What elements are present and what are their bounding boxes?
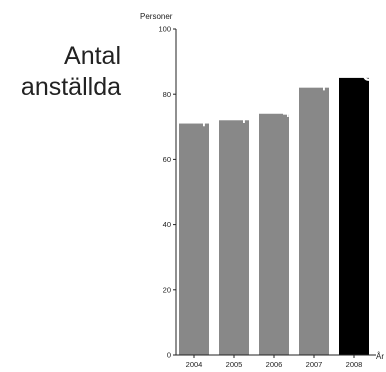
chart-title-line1: Antal [64, 42, 121, 70]
x-tick-label: 2008 [346, 360, 363, 369]
bar-2008 [339, 77, 369, 356]
x-axis-label: År [376, 352, 384, 361]
x-tick-label: 2007 [306, 360, 323, 369]
y-axis: 0 20 40 60 80 100 [158, 25, 177, 360]
x-tick-label: 2004 [186, 360, 203, 369]
y-axis-label: Personer [140, 12, 173, 21]
y-tick-label: 0 [167, 351, 171, 360]
chart-title-line2: anställda [21, 73, 121, 101]
bar-2004 [179, 123, 209, 355]
x-tick-label: 2006 [266, 360, 283, 369]
y-tick-label: 20 [163, 285, 171, 294]
y-tick-label: 60 [163, 155, 171, 164]
bar-2007 [299, 87, 329, 356]
x-tick-label: 2005 [226, 360, 243, 369]
bar-value-label: 85 [357, 54, 385, 82]
y-tick-label: 80 [163, 90, 171, 99]
y-tick-label: 100 [158, 25, 171, 34]
bar-2006 [259, 113, 289, 355]
bar-2005 [219, 120, 249, 355]
x-axis: 2004 2005 2006 2007 2008 [176, 354, 376, 369]
y-tick-label: 40 [163, 220, 171, 229]
